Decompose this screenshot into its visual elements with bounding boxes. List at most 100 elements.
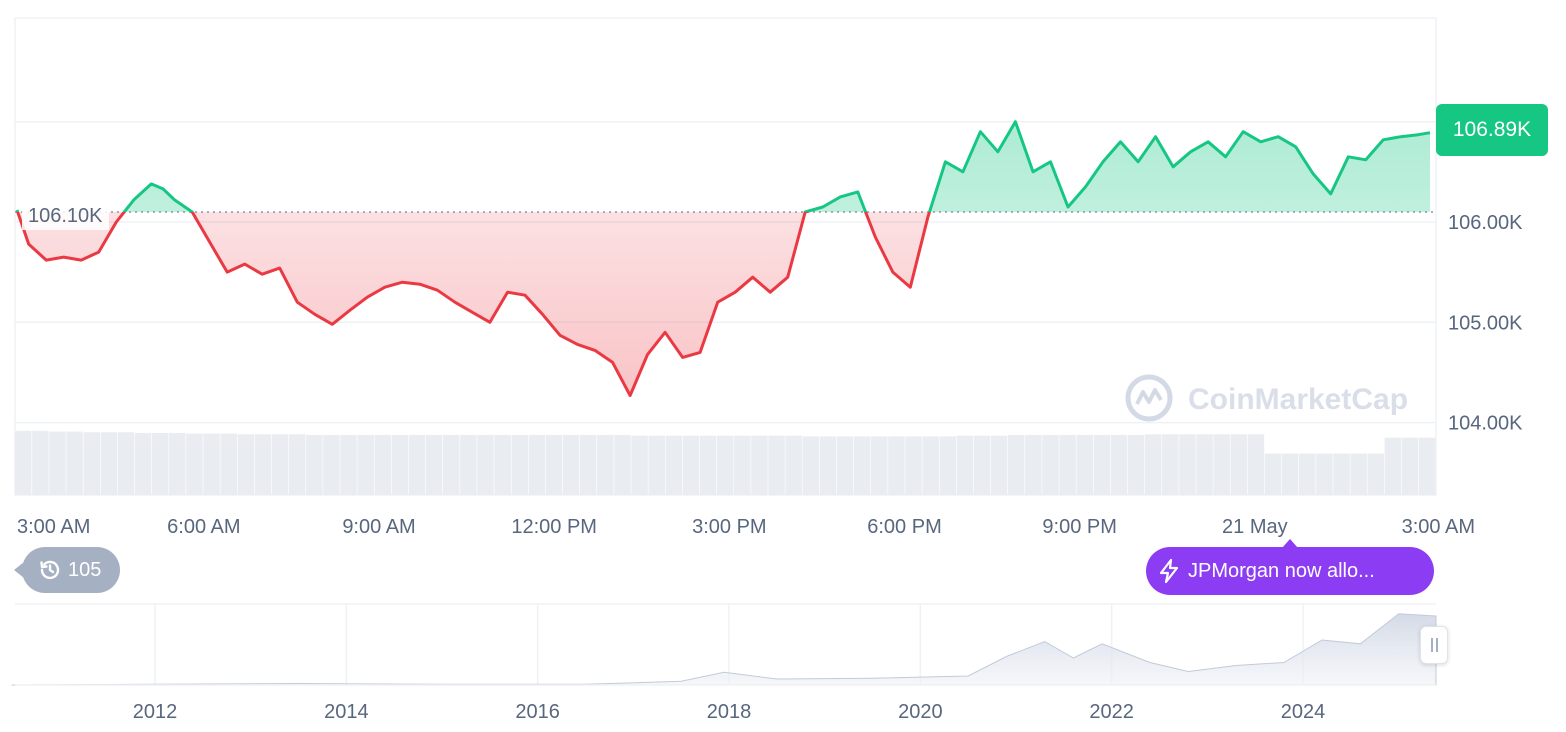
history-badge[interactable]: 105 bbox=[14, 547, 120, 593]
x-tick-label: 3:00 AM bbox=[1402, 516, 1475, 538]
volume-bar bbox=[1384, 437, 1402, 495]
watermark: CoinMarketCap bbox=[1125, 374, 1408, 422]
volume-bar bbox=[134, 432, 152, 495]
volume-bar bbox=[682, 435, 700, 495]
volume-bar bbox=[905, 436, 922, 495]
volume-bar bbox=[819, 436, 837, 495]
volume-bar bbox=[203, 433, 220, 495]
y-tick-label: 104.00K bbox=[1448, 413, 1523, 435]
volume-bar bbox=[374, 434, 392, 495]
overview-area bbox=[11, 613, 1437, 686]
volume-bar bbox=[100, 432, 118, 495]
volume-bar bbox=[751, 435, 768, 495]
volume-bar bbox=[922, 436, 939, 495]
volume-bar bbox=[1025, 434, 1042, 495]
volume-bar bbox=[237, 434, 255, 495]
volume-bar bbox=[1264, 453, 1282, 495]
volume-bar bbox=[49, 431, 66, 495]
news-badge[interactable]: JPMorgan now allo... bbox=[1146, 539, 1434, 595]
overview-year-labels: 2012 2014 2016 2018 2020 2022 2024 bbox=[133, 701, 1326, 723]
volume-bar bbox=[562, 434, 580, 495]
volume-bar bbox=[511, 434, 529, 495]
volume-bars bbox=[15, 430, 1436, 495]
volume-bar bbox=[1144, 434, 1162, 495]
volume-bar bbox=[1059, 434, 1076, 495]
volume-bar bbox=[1127, 434, 1145, 495]
volume-bar bbox=[83, 432, 101, 495]
y-tick-label: 106.00K bbox=[1448, 212, 1523, 234]
volume-bar bbox=[648, 435, 665, 495]
x-tick-label: 3:00 AM bbox=[17, 516, 90, 538]
volume-bar bbox=[785, 435, 802, 495]
volume-bar bbox=[939, 436, 957, 495]
y-axis-labels: 106.00K 105.00K 104.00K bbox=[1448, 212, 1523, 435]
year-tick-label: 2020 bbox=[898, 701, 943, 723]
volume-bar bbox=[1316, 453, 1333, 495]
year-tick-label: 2014 bbox=[324, 701, 369, 723]
volume-bar bbox=[169, 432, 186, 495]
volume-bar bbox=[1196, 434, 1213, 495]
volume-bar bbox=[1299, 453, 1316, 495]
y-tick-label: 105.00K bbox=[1448, 312, 1523, 334]
x-tick-label: 6:00 AM bbox=[167, 516, 240, 538]
volume-bar bbox=[151, 432, 169, 495]
volume-bar bbox=[288, 434, 306, 495]
brush-handle[interactable] bbox=[1420, 626, 1448, 664]
x-axis-labels: 3:00 AM 6:00 AM 9:00 AM 12:00 PM 3:00 PM 6:00… bbox=[17, 516, 1475, 538]
year-tick-label: 2022 bbox=[1089, 701, 1134, 723]
volume-bar bbox=[1367, 453, 1385, 495]
x-tick-label: 9:00 PM bbox=[1042, 516, 1116, 538]
volume-bar bbox=[254, 434, 272, 495]
volume-bar bbox=[699, 435, 717, 495]
volume-bar bbox=[665, 435, 683, 495]
history-clock-icon bbox=[40, 560, 60, 580]
volume-bar bbox=[1350, 453, 1367, 495]
volume-bar bbox=[15, 430, 32, 495]
volume-bar bbox=[323, 434, 340, 495]
volume-bar bbox=[32, 430, 49, 495]
volume-bar bbox=[1076, 434, 1093, 495]
volume-bar bbox=[1418, 437, 1436, 495]
volume-bar bbox=[391, 434, 409, 495]
volume-bar bbox=[888, 436, 905, 495]
year-tick-label: 2018 bbox=[707, 701, 752, 723]
x-tick-label: 21 May bbox=[1222, 516, 1288, 538]
volume-bar bbox=[871, 436, 888, 495]
x-tick-label: 12:00 PM bbox=[511, 516, 597, 538]
volume-bar bbox=[734, 435, 751, 495]
open-price-label: 106.10K bbox=[22, 202, 109, 230]
volume-bar bbox=[716, 435, 734, 495]
volume-bar bbox=[802, 436, 820, 495]
volume-bar bbox=[631, 435, 648, 495]
volume-bar bbox=[973, 435, 991, 495]
volume-bar bbox=[1162, 434, 1179, 495]
volume-bar bbox=[528, 434, 546, 495]
volume-bar bbox=[494, 434, 511, 495]
current-price-badge: 106.89K bbox=[1436, 104, 1548, 156]
volume-bar bbox=[956, 435, 974, 495]
price-line-down bbox=[16, 211, 932, 397]
volume-bar bbox=[1007, 434, 1025, 495]
volume-bar bbox=[853, 436, 871, 495]
volume-bar bbox=[477, 434, 494, 495]
lightning-icon bbox=[1159, 558, 1179, 584]
volume-bar bbox=[836, 436, 854, 495]
volume-bar bbox=[1179, 434, 1196, 495]
volume-bar bbox=[768, 435, 785, 495]
news-text: JPMorgan now allo... bbox=[1188, 559, 1375, 582]
volume-bar bbox=[66, 431, 83, 495]
volume-bar bbox=[1247, 434, 1265, 495]
x-tick-label: 9:00 AM bbox=[342, 516, 415, 538]
volume-bar bbox=[614, 434, 631, 495]
x-tick-label: 6:00 PM bbox=[867, 516, 941, 538]
x-tick-label: 3:00 PM bbox=[692, 516, 766, 538]
volume-bar bbox=[271, 434, 289, 495]
price-line-up bbox=[15, 120, 1431, 212]
brush-grid-lines bbox=[154, 604, 1304, 685]
watermark-logo-icon bbox=[1125, 374, 1173, 422]
volume-bar bbox=[1042, 434, 1059, 495]
volume-bar bbox=[460, 434, 477, 495]
volume-bar bbox=[443, 434, 460, 495]
volume-bar bbox=[1401, 437, 1419, 495]
